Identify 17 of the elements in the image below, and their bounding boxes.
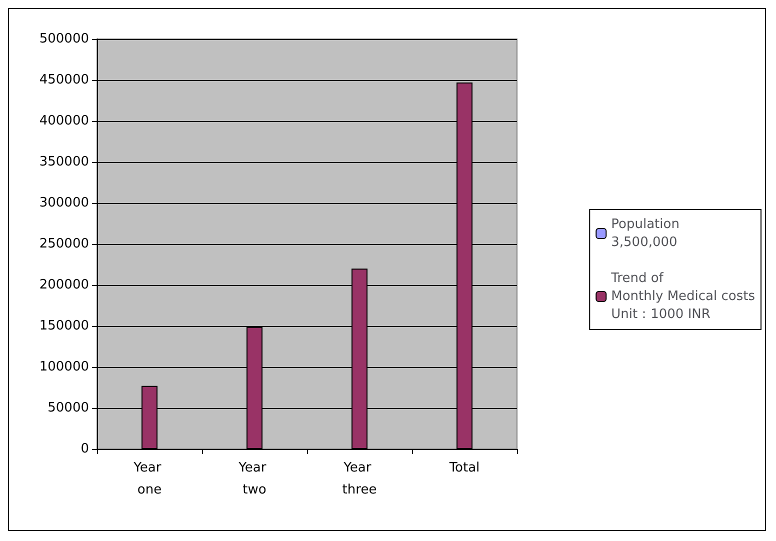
legend-label: Population 3,500,000 <box>611 217 680 250</box>
y-tick-label: 300000 <box>39 196 89 210</box>
y-tick-label: 250000 <box>39 236 89 252</box>
y-tick-label: 0 <box>80 442 89 456</box>
x-tick-label: Year three <box>342 460 377 498</box>
y-tick-label: 150000 <box>39 318 89 334</box>
y-tick-label: 50000 <box>48 400 89 416</box>
x-tick-label: Total <box>448 460 480 476</box>
y-tick-label: 400000 <box>39 114 89 128</box>
x-tick-label: Year two <box>238 460 270 498</box>
y-tick-label: 450000 <box>39 72 89 88</box>
y-tick-label: 100000 <box>39 360 89 374</box>
y-tick-label: 350000 <box>39 154 89 170</box>
y-tick-label: 500000 <box>39 32 89 46</box>
legend-label: Trend of Monthly Medical costs Unit：1000 INR <box>610 271 756 322</box>
x-tick-label: Year one <box>132 460 166 498</box>
y-tick-label: 200000 <box>39 278 89 292</box>
